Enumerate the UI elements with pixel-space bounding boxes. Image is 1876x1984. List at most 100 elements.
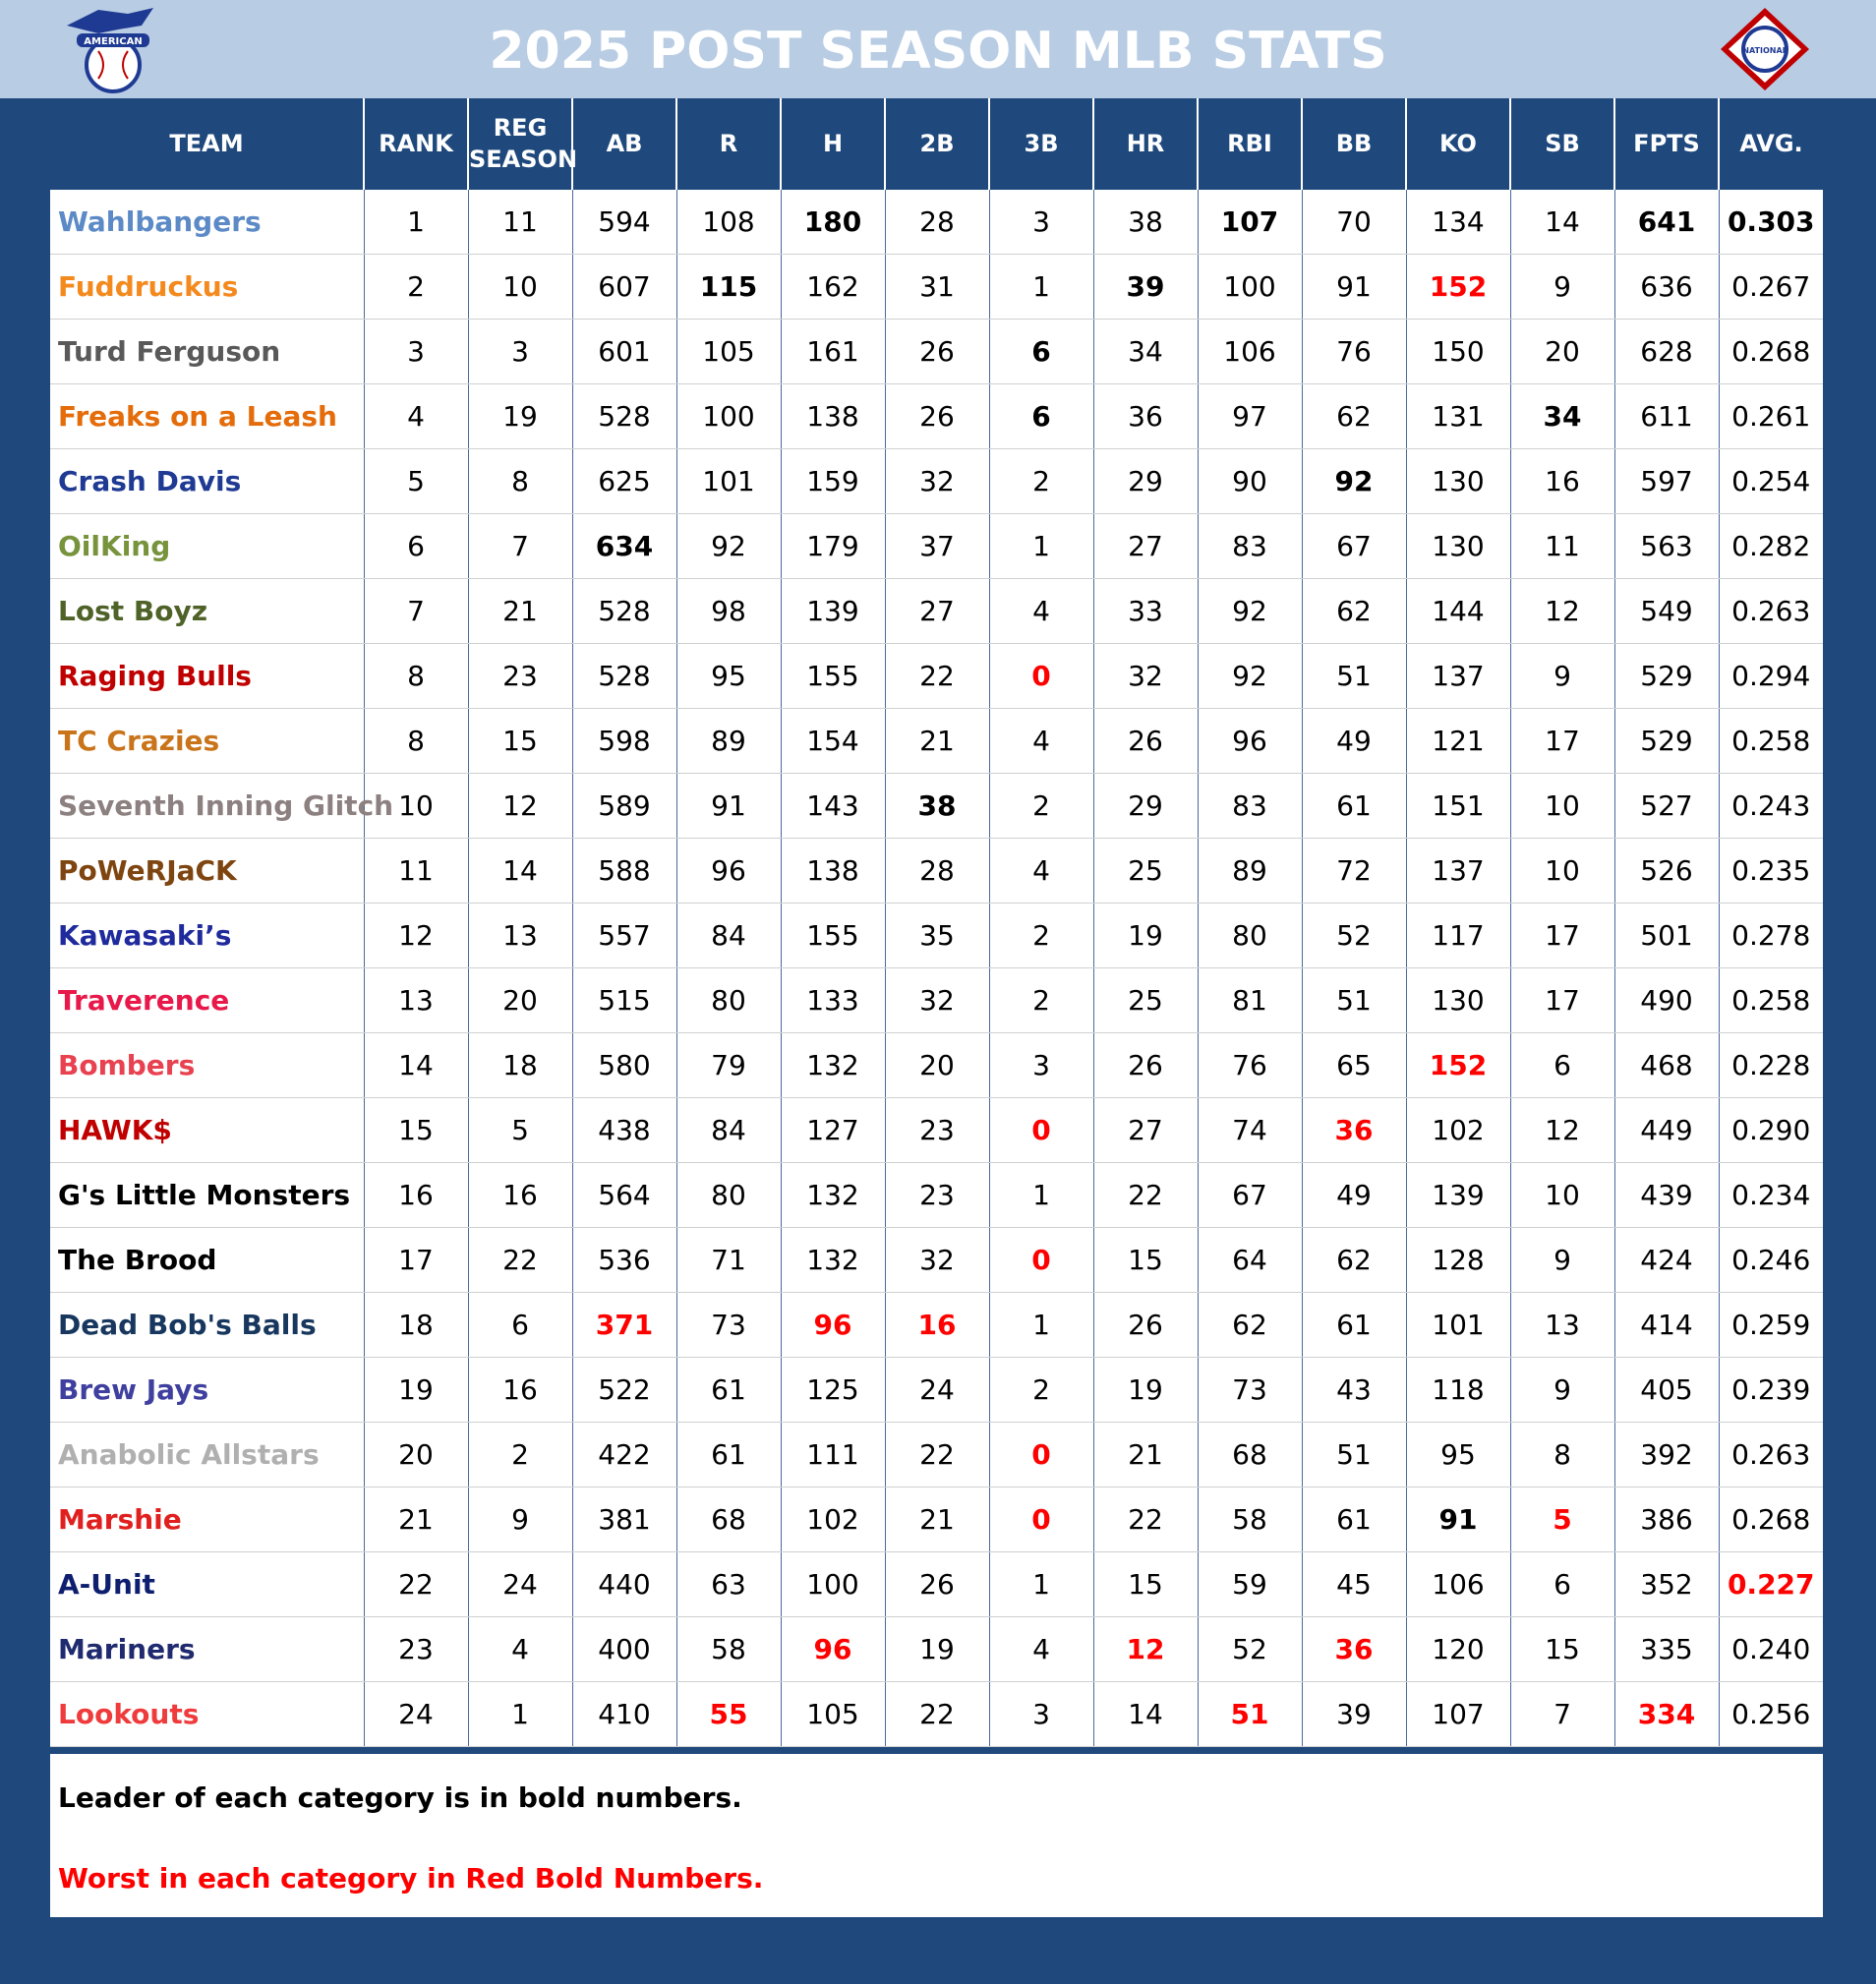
stat-cell: 19	[363, 1357, 468, 1423]
stat-cell: 23	[363, 1616, 468, 1682]
stat-cell: 422	[571, 1422, 676, 1488]
stat-cell: 26	[1092, 708, 1198, 774]
team-row: G's Little Monsters 16 16 564 80 132 23 1 22 67 49…	[50, 1162, 1823, 1228]
column-header: HR	[1092, 98, 1198, 190]
stat-cell: 589	[571, 773, 676, 839]
stat-cell: 7	[467, 513, 572, 579]
stat-cell: 95	[1405, 1422, 1510, 1488]
stat-cell: 62	[1197, 1292, 1302, 1358]
stat-cell: 91	[675, 773, 781, 839]
team-row: Mariners 23 4 400 58 96 19 4 12 52 36 120 15 335 0.240	[50, 1616, 1823, 1682]
stat-cell: 11	[467, 190, 572, 255]
stat-cell: 19	[1092, 1357, 1198, 1423]
column-header: R	[675, 98, 781, 190]
stat-cell: 26	[884, 319, 989, 384]
stat-cell: 95	[675, 643, 781, 709]
stat-cell: 59	[1197, 1551, 1302, 1617]
stat-cell: 400	[571, 1616, 676, 1682]
stat-cell: 0	[988, 1422, 1093, 1488]
stat-cell: 528	[571, 643, 676, 709]
stat-cell: 490	[1613, 967, 1719, 1033]
stat-cell: 26	[1092, 1292, 1198, 1358]
stat-cell: 0.256	[1718, 1681, 1823, 1747]
stat-cell: 529	[1613, 708, 1719, 774]
team-row: Lookouts 24 1 410 55 105 22 3 14 51 39 107 7 334 0.256	[50, 1681, 1823, 1747]
stat-cell: 62	[1301, 578, 1406, 644]
stat-cell: 22	[363, 1551, 468, 1617]
stat-cell: 55	[675, 1681, 781, 1747]
stat-cell: 111	[780, 1422, 885, 1488]
stat-cell: 73	[1197, 1357, 1302, 1423]
stat-cell: 20	[467, 967, 572, 1033]
stat-cell: 49	[1301, 708, 1406, 774]
stat-cell: 17	[363, 1227, 468, 1293]
stat-cell: 6	[988, 319, 1093, 384]
stat-cell: 38	[884, 773, 989, 839]
stat-cell: 101	[675, 448, 781, 514]
stat-cell: 12	[467, 773, 572, 839]
team-row: Seventh Inning Glitch 10 12 589 91 143 38 2 29 83…	[50, 773, 1823, 839]
stat-cell: 32	[884, 1227, 989, 1293]
stat-cell: 564	[571, 1162, 676, 1228]
team-name: Wahlbangers	[50, 190, 364, 255]
stat-cell: 89	[675, 708, 781, 774]
stat-cell: 67	[1301, 513, 1406, 579]
stat-cell: 91	[1405, 1487, 1510, 1552]
team-name: Freaks on a Leash	[50, 383, 364, 449]
stat-cell: 27	[884, 578, 989, 644]
stat-cell: 117	[1405, 903, 1510, 968]
stat-cell: 4	[988, 708, 1093, 774]
stat-cell: 0.254	[1718, 448, 1823, 514]
column-header: H	[780, 98, 885, 190]
team-row: Freaks on a Leash 4 19 528 100 138 26 6 36 97 62 13…	[50, 383, 1823, 449]
stat-cell: 0.282	[1718, 513, 1823, 579]
stat-cell: 19	[884, 1616, 989, 1682]
stat-cell: 14	[1092, 1681, 1198, 1747]
stat-cell: 449	[1613, 1097, 1719, 1163]
stat-cell: 16	[467, 1357, 572, 1423]
stat-cell: 24	[884, 1357, 989, 1423]
stat-cell: 9	[1509, 254, 1614, 320]
stat-cell: 134	[1405, 190, 1510, 255]
team-row: Dead Bob's Balls 18 6 371 73 96 16 1 26 62 61 101 13…	[50, 1292, 1823, 1358]
team-row: Fuddruckus 2 10 607 115 162 31 1 39 100 91 152 9 636 0…	[50, 254, 1823, 320]
stat-cell: 144	[1405, 578, 1510, 644]
stat-cell: 21	[884, 708, 989, 774]
team-name: Lost Boyz	[50, 578, 364, 644]
stat-cell: 8	[363, 708, 468, 774]
stat-cell: 12	[363, 903, 468, 968]
stat-cell: 80	[1197, 903, 1302, 968]
logo-text: NATIONAL	[1742, 46, 1787, 55]
stat-cell: 381	[571, 1487, 676, 1552]
stat-cell: 137	[1405, 838, 1510, 904]
stat-cell: 0.259	[1718, 1292, 1823, 1358]
stat-cell: 45	[1301, 1551, 1406, 1617]
stat-cell: 21	[1092, 1422, 1198, 1488]
stat-cell: 6	[467, 1292, 572, 1358]
stat-cell: 22	[467, 1227, 572, 1293]
stat-cell: 137	[1405, 643, 1510, 709]
stat-cell: 115	[675, 254, 781, 320]
stat-cell: 92	[1197, 578, 1302, 644]
stat-cell: 5	[467, 1097, 572, 1163]
stat-cell: 89	[1197, 838, 1302, 904]
stat-cell: 15	[467, 708, 572, 774]
stat-cell: 549	[1613, 578, 1719, 644]
team-row: Wahlbangers 1 11 594 108 180 28 3 38 107 70 134 14 64…	[50, 190, 1823, 255]
stat-cell: 25	[1092, 838, 1198, 904]
stat-cell: 26	[1092, 1032, 1198, 1098]
team-name: Brew Jays	[50, 1357, 364, 1423]
stat-cell: 0	[988, 1097, 1093, 1163]
stat-cell: 27	[1092, 513, 1198, 579]
stat-cell: 125	[780, 1357, 885, 1423]
column-header: AB	[571, 98, 676, 190]
stat-cell: 7	[363, 578, 468, 644]
stat-cell: 529	[1613, 643, 1719, 709]
stat-cell: 52	[1197, 1616, 1302, 1682]
stat-cell: 139	[1405, 1162, 1510, 1228]
stat-cell: 32	[884, 967, 989, 1033]
stat-cell: 501	[1613, 903, 1719, 968]
stat-cell: 563	[1613, 513, 1719, 579]
team-row: Bombers 14 18 580 79 132 20 3 26 76 65 152 6 468 0.228	[50, 1032, 1823, 1098]
stat-cell: 180	[780, 190, 885, 255]
